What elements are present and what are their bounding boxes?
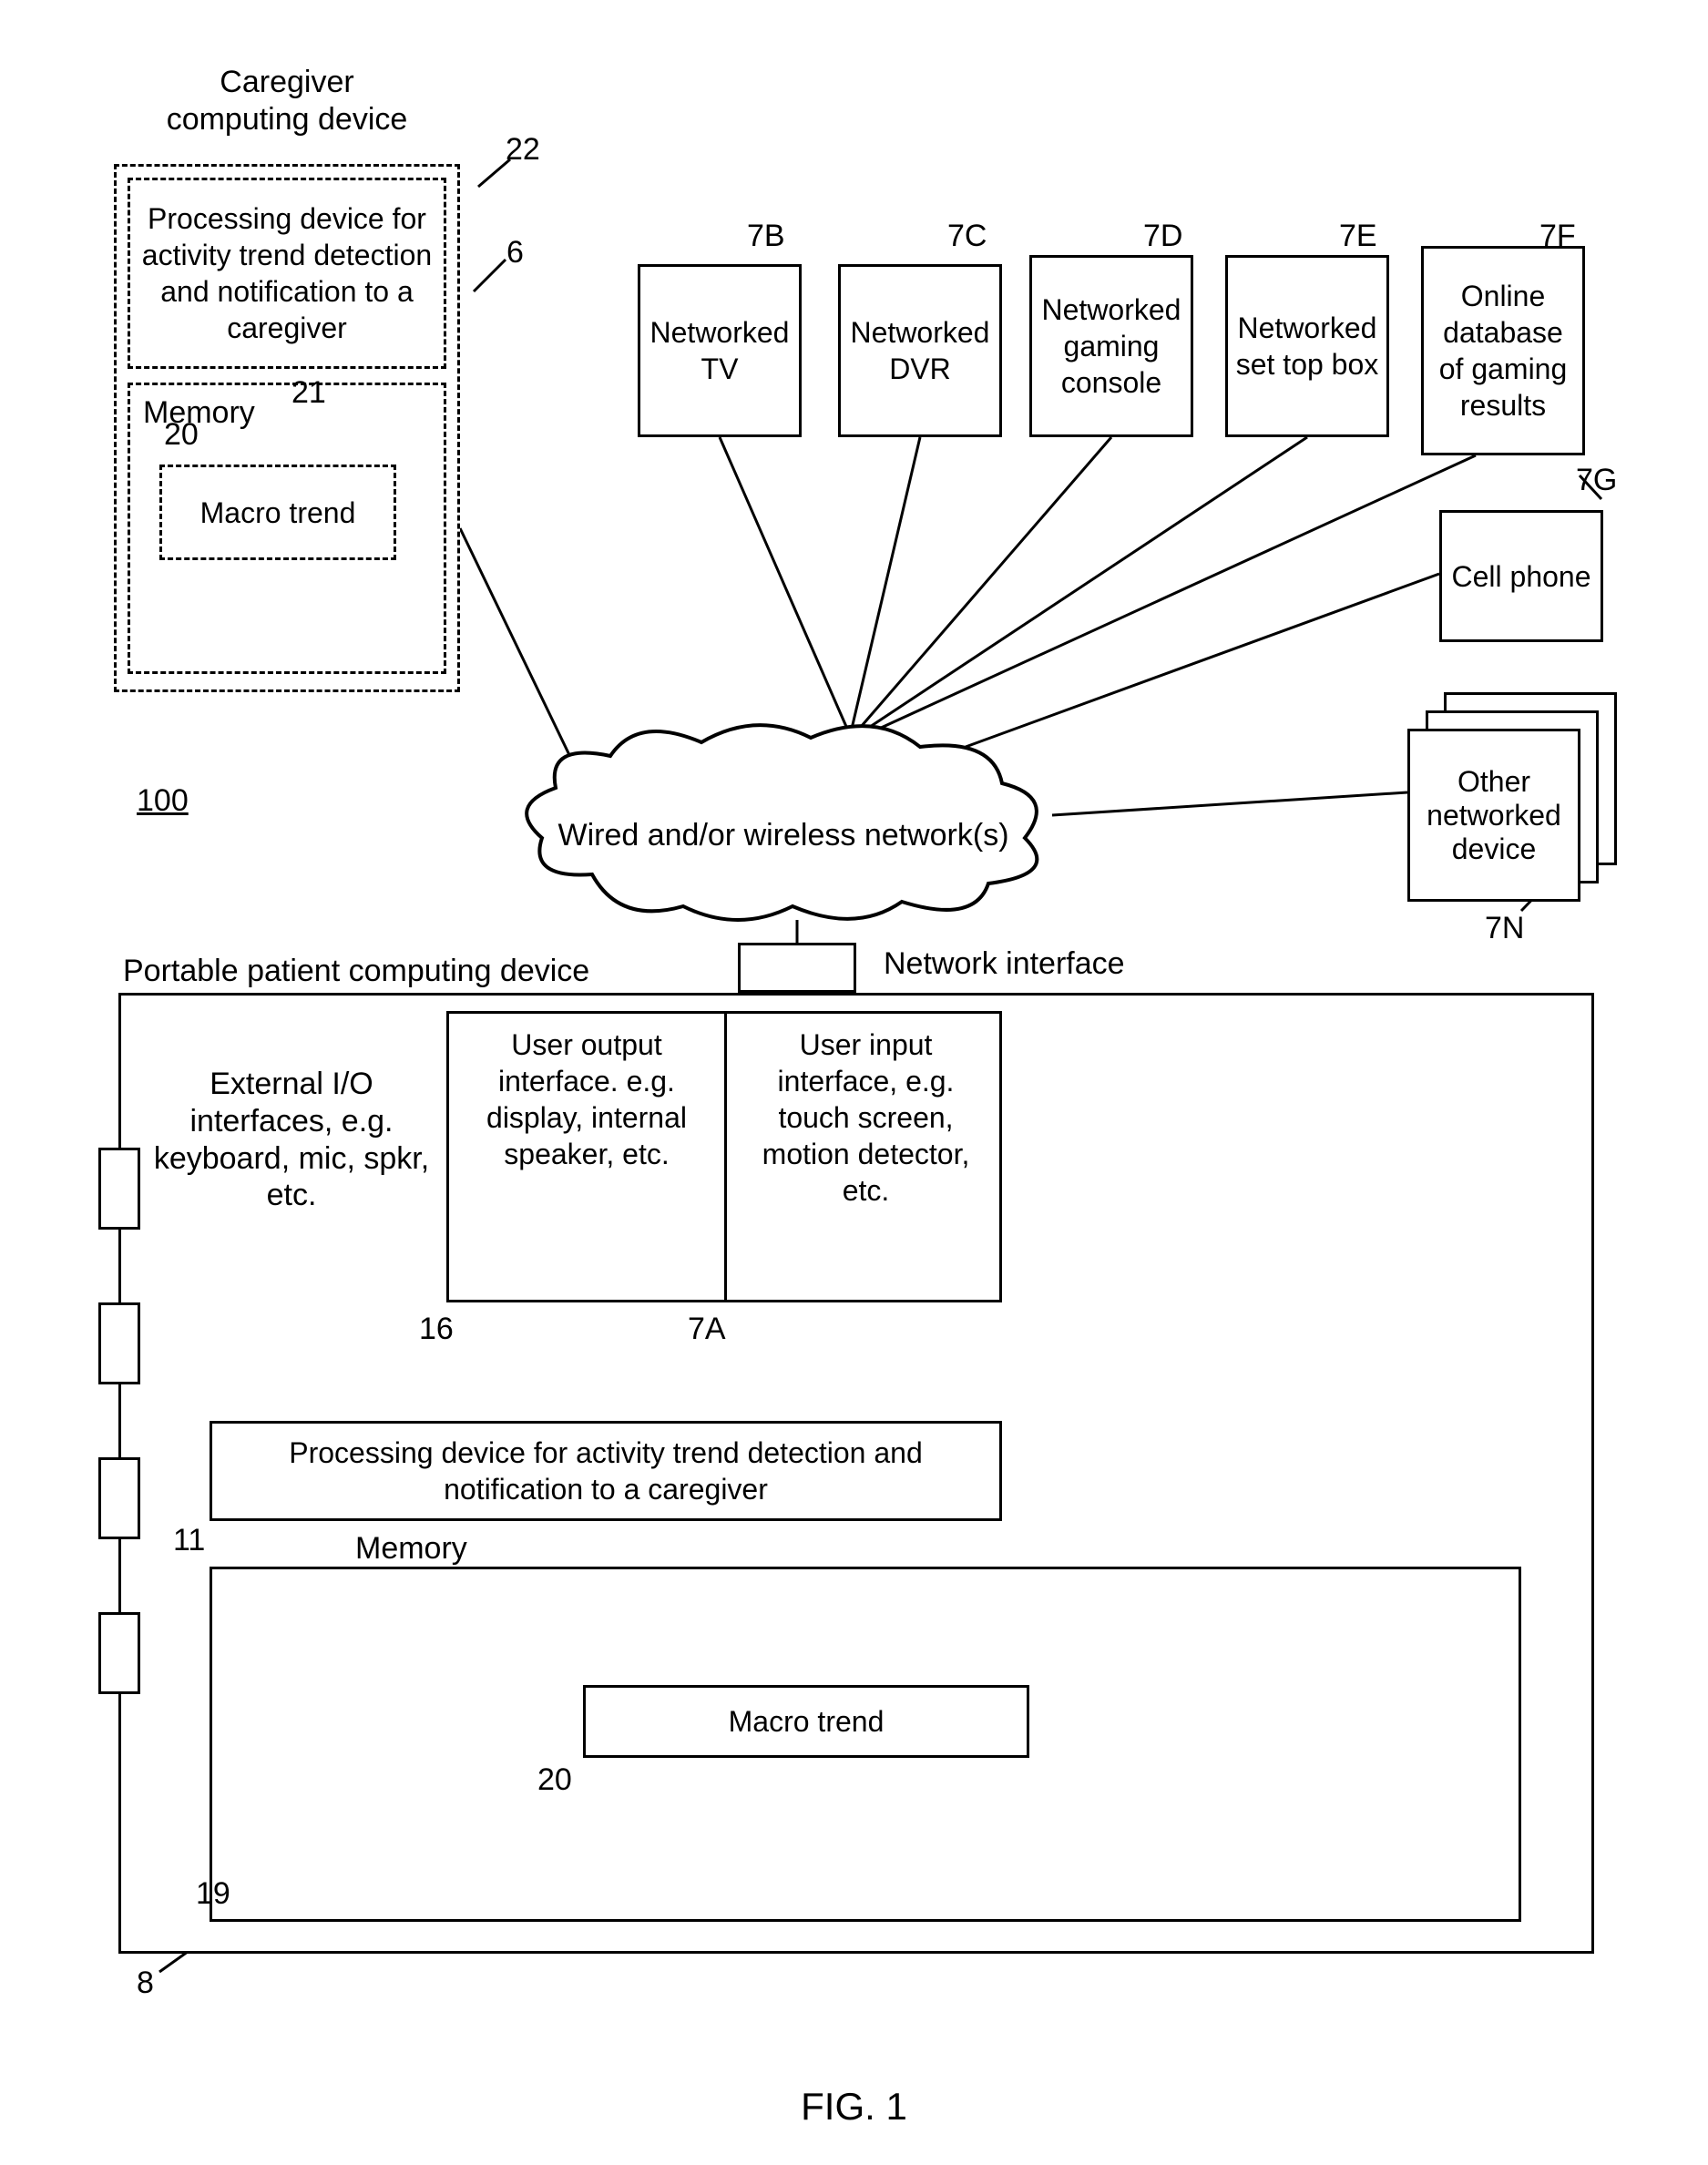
ref-7D: 7D xyxy=(1143,219,1182,254)
caregiver-processing: Processing device for activity trend det… xyxy=(128,178,446,369)
networked-dvr: Networked DVR xyxy=(838,264,1002,437)
ref-6: 6 xyxy=(506,235,524,271)
user-input-text: User input interface, e.g. touch screen,… xyxy=(740,1026,992,1209)
ref-7E: 7E xyxy=(1339,219,1377,254)
ref-100: 100 xyxy=(137,783,189,819)
caregiver-title-text: Caregiver computing device xyxy=(167,65,408,137)
patient-processing-text: Processing device for activity trend det… xyxy=(218,1435,994,1507)
io-port-4 xyxy=(98,1612,140,1694)
ref-7F: 7F xyxy=(1539,219,1576,254)
external-io-text: External I/O interfaces, e.g. keyboard, … xyxy=(154,1067,429,1212)
networked-gaming-text: Networked gaming console xyxy=(1038,291,1185,401)
ref-8: 8 xyxy=(137,1966,154,2001)
external-io: External I/O interfaces, e.g. keyboard, … xyxy=(146,1066,437,1214)
caregiver-processing-text: Processing device for activity trend det… xyxy=(136,200,438,346)
ref-22: 22 xyxy=(506,132,540,168)
ref-11: 11 xyxy=(173,1523,205,1558)
caregiver-macro: Macro trend xyxy=(159,465,396,560)
other-devices-text: Other networked device xyxy=(1417,765,1570,866)
diagram-root: Caregiver computing device Processing de… xyxy=(0,0,1708,2165)
ref-7N: 7N xyxy=(1485,911,1524,946)
user-output-text: User output interface. e.g. display, int… xyxy=(462,1026,711,1172)
ref-21: 21 xyxy=(291,375,326,411)
patient-macro-text: Macro trend xyxy=(729,1703,885,1740)
networked-gaming: Networked gaming console xyxy=(1029,255,1193,437)
ref-7C: 7C xyxy=(947,219,987,254)
io-port-1 xyxy=(98,1148,140,1230)
io-port-2 xyxy=(98,1302,140,1384)
online-db: Online database of gaming results xyxy=(1421,246,1585,455)
ref-16: 16 xyxy=(419,1312,454,1347)
patient-macro: Macro trend xyxy=(583,1685,1029,1758)
ref-7G: 7G xyxy=(1576,463,1617,498)
ref-20-patient: 20 xyxy=(537,1762,572,1798)
cell-phone-text: Cell phone xyxy=(1452,558,1591,595)
ref-20-caregiver: 20 xyxy=(164,417,199,453)
network-interface-connector xyxy=(738,943,856,993)
ref-7B: 7B xyxy=(747,219,785,254)
other-devices-stack: Other networked device xyxy=(1407,692,1617,902)
online-db-text: Online database of gaming results xyxy=(1429,278,1577,424)
patient-processing: Processing device for activity trend det… xyxy=(210,1421,1002,1521)
networked-dvr-text: Networked DVR xyxy=(846,314,994,387)
networked-tv-text: Networked TV xyxy=(646,314,793,387)
caregiver-macro-text: Macro trend xyxy=(200,495,356,531)
cloud-label: Wired and/or wireless network(s) xyxy=(557,792,1008,855)
io-pair: User output interface. e.g. display, int… xyxy=(446,1011,1002,1302)
cloud-label-text: Wired and/or wireless network(s) xyxy=(557,818,1008,853)
patient-title: Portable patient computing device xyxy=(123,953,589,990)
ref-19: 19 xyxy=(196,1876,230,1912)
cell-phone: Cell phone xyxy=(1439,510,1603,642)
caregiver-title: Caregiver computing device xyxy=(109,64,465,138)
patient-memory-label: Memory xyxy=(355,1530,467,1568)
network-interface-label: Network interface xyxy=(884,945,1125,983)
io-port-3 xyxy=(98,1457,140,1539)
ref-7A: 7A xyxy=(688,1312,726,1347)
networked-tv: Networked TV xyxy=(638,264,802,437)
network-cloud: Wired and/or wireless network(s) xyxy=(510,720,1057,929)
figure-label: FIG. 1 xyxy=(0,2085,1708,2129)
caregiver-memory-label: Memory xyxy=(143,395,255,430)
networked-stb: Networked set top box xyxy=(1225,255,1389,437)
networked-stb-text: Networked set top box xyxy=(1233,310,1381,383)
